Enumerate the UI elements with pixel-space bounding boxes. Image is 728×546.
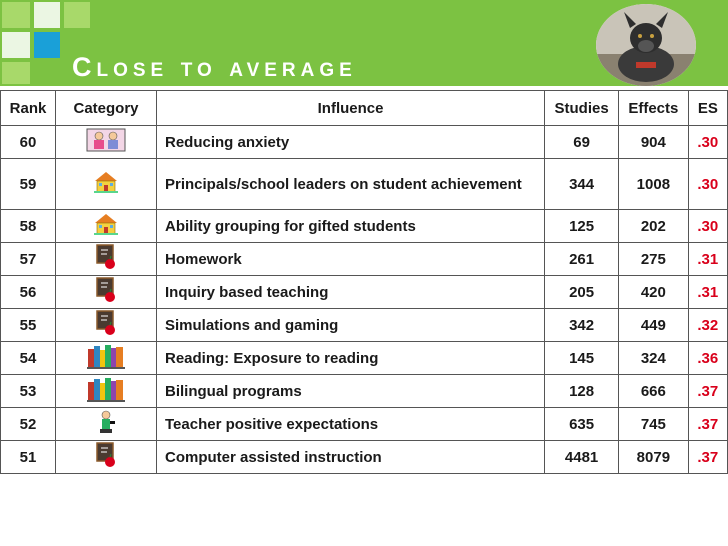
chalkboard-apple-icon (94, 442, 118, 472)
chalkboard-apple-icon (94, 244, 118, 274)
table-row: 52 Teacher positive expectations 635 745.37 (0, 407, 728, 441)
table-row: 57 Homework 261 275.31 (0, 242, 728, 276)
col-header-category: Category (55, 90, 157, 126)
es-cell: .37 (687, 374, 728, 408)
rank-cell: 58 (0, 209, 56, 243)
decor-square (2, 62, 30, 84)
col-header-studies: Studies (544, 90, 620, 126)
rank-cell: 60 (0, 125, 56, 159)
studies-cell: 261 (544, 242, 620, 276)
table-row: 59 Principals/school leaders on student a… (0, 158, 728, 210)
effects-cell: 420 (618, 275, 689, 309)
rank-cell: 53 (0, 374, 56, 408)
studies-cell: 69 (544, 125, 620, 159)
books-icon (86, 343, 126, 373)
table-row: 56 Inquiry based teaching 205 420.31 (0, 275, 728, 309)
influence-cell: Simulations and gaming (155, 308, 546, 342)
es-cell: .30 (687, 158, 728, 210)
influence-cell: Computer assisted instruction (155, 440, 546, 474)
effects-cell: 666 (618, 374, 689, 408)
studies-cell: 128 (544, 374, 620, 408)
influence-cell: Principals/school leaders on student ach… (155, 158, 546, 210)
studies-cell: 4481 (544, 440, 620, 474)
influence-cell: Ability grouping for gifted students (155, 209, 546, 243)
es-cell: .32 (687, 308, 728, 342)
influence-cell: Reading: Exposure to reading (155, 341, 546, 375)
col-header-influence: Influence (155, 90, 546, 126)
category-cell (55, 209, 157, 243)
influence-cell: Homework (155, 242, 546, 276)
studies-cell: 342 (544, 308, 620, 342)
chalkboard-apple-icon (94, 277, 118, 307)
category-cell (55, 275, 157, 309)
effects-cell: 449 (618, 308, 689, 342)
studies-cell: 344 (544, 158, 620, 210)
effects-cell: 904 (618, 125, 689, 159)
effects-cell: 202 (618, 209, 689, 243)
influence-cell: Teacher positive expectations (155, 407, 546, 441)
table-row: 58 Ability grouping for gifted students 12… (0, 209, 728, 243)
dog-photo-icon (596, 4, 696, 86)
category-cell (55, 341, 157, 375)
category-cell (55, 440, 157, 474)
influence-cell: Reducing anxiety (155, 125, 546, 159)
es-cell: .31 (687, 242, 728, 276)
rank-cell: 55 (0, 308, 56, 342)
effects-cell: 745 (618, 407, 689, 441)
table-row: 54 Reading: Exposure to reading 145 324.36 (0, 341, 728, 375)
category-cell (55, 125, 157, 159)
page-title: Close to average (72, 52, 357, 82)
decor-square (2, 32, 30, 58)
category-cell (55, 308, 157, 342)
influence-table: Rank Category Influence Studies Effects … (0, 90, 728, 474)
influence-cell: Inquiry based teaching (155, 275, 546, 309)
table-row: 60 Reducing anxiety 69 904.30 (0, 125, 728, 159)
header-banner: Close to average (0, 0, 728, 86)
category-cell (55, 407, 157, 441)
table-row: 53 Bilingual programs 128 666.37 (0, 374, 728, 408)
effects-cell: 1008 (618, 158, 689, 210)
rank-cell: 59 (0, 158, 56, 210)
effects-cell: 8079 (618, 440, 689, 474)
col-header-es: ES (687, 90, 728, 126)
studies-cell: 205 (544, 275, 620, 309)
col-header-effects: Effects (618, 90, 689, 126)
students-icon (86, 128, 126, 156)
category-cell (55, 158, 157, 210)
es-cell: .30 (687, 209, 728, 243)
es-cell: .37 (687, 440, 728, 474)
decor-square (2, 2, 30, 28)
table-row: 51 Computer assisted instruction 4481 8079.… (0, 440, 728, 474)
rank-cell: 51 (0, 440, 56, 474)
effects-cell: 324 (618, 341, 689, 375)
decor-square (34, 2, 60, 28)
studies-cell: 635 (544, 407, 620, 441)
category-cell (55, 242, 157, 276)
decor-square (34, 32, 60, 58)
col-header-rank: Rank (0, 90, 56, 126)
books-icon (86, 376, 126, 406)
category-cell (55, 374, 157, 408)
es-cell: .30 (687, 125, 728, 159)
table-header-row: Rank Category Influence Studies Effects … (0, 90, 728, 126)
rank-cell: 54 (0, 341, 56, 375)
rank-cell: 57 (0, 242, 56, 276)
teacher-icon (95, 409, 117, 439)
studies-cell: 125 (544, 209, 620, 243)
table-row: 55 Simulations and gaming 342 449.32 (0, 308, 728, 342)
decor-square (64, 2, 90, 28)
es-cell: .36 (687, 341, 728, 375)
influence-cell: Bilingual programs (155, 374, 546, 408)
es-cell: .37 (687, 407, 728, 441)
rank-cell: 56 (0, 275, 56, 309)
school-icon (93, 170, 119, 198)
chalkboard-apple-icon (94, 310, 118, 340)
rank-cell: 52 (0, 407, 56, 441)
effects-cell: 275 (618, 242, 689, 276)
school-icon (93, 212, 119, 240)
es-cell: .31 (687, 275, 728, 309)
studies-cell: 145 (544, 341, 620, 375)
